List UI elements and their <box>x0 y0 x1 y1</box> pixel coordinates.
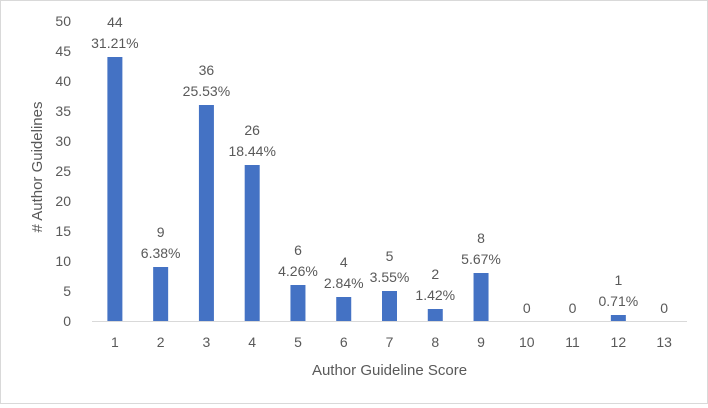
data-label-percent: 18.44% <box>228 143 275 159</box>
data-label-percent: 4.26% <box>278 263 318 279</box>
bar <box>153 267 169 321</box>
y-tick-label: 50 <box>55 13 71 29</box>
data-label-count: 6 <box>294 242 302 258</box>
y-tick-label: 30 <box>55 133 71 149</box>
x-tick-label: 11 <box>565 334 580 350</box>
y-tick-label: 35 <box>55 103 71 119</box>
data-label-count: 0 <box>660 300 668 316</box>
data-label-count: 0 <box>523 300 531 316</box>
data-label-percent: 2.84% <box>324 275 364 291</box>
x-tick-label: 12 <box>611 334 627 350</box>
data-label-count: 26 <box>244 122 260 138</box>
y-axis-title: # Author Guidelines <box>29 102 46 233</box>
bar <box>290 285 306 321</box>
x-axis-ticks: 1 2 3 4 5 6 7 8 9 10 11 12 13 <box>111 334 672 350</box>
data-label-count: 9 <box>157 224 165 240</box>
y-tick-label: 45 <box>55 43 71 59</box>
x-tick-label: 9 <box>477 334 485 350</box>
data-label-percent: 31.21% <box>91 35 138 51</box>
x-tick-label: 6 <box>340 334 348 350</box>
bar <box>427 309 443 321</box>
bar <box>244 165 260 321</box>
data-label-count: 8 <box>477 230 485 246</box>
bar <box>382 291 397 321</box>
data-label-count: 0 <box>569 300 577 316</box>
bar <box>610 315 626 321</box>
x-tick-label: 7 <box>386 334 394 350</box>
data-label-count: 36 <box>199 62 215 78</box>
y-axis-ticks: 0 5 10 15 20 25 30 35 40 45 50 <box>55 13 71 329</box>
data-label-percent: 3.55% <box>370 269 410 285</box>
y-tick-label: 10 <box>55 253 71 269</box>
data-labels: 44 31.21% 9 6.38% 36 25.53% 26 18.44% 6 4.26% 4 2.8… <box>91 14 668 316</box>
data-label-percent: 6.38% <box>141 245 181 261</box>
data-label-count: 2 <box>431 266 439 282</box>
y-tick-label: 40 <box>55 73 71 89</box>
x-tick-label: 10 <box>519 334 535 350</box>
bar <box>198 105 214 321</box>
y-tick-label: 20 <box>55 193 71 209</box>
data-label-count: 5 <box>386 248 394 264</box>
x-tick-label: 4 <box>248 334 256 350</box>
data-label-percent: 1.42% <box>415 287 455 303</box>
bars <box>107 57 626 321</box>
y-tick-label: 5 <box>63 283 71 299</box>
x-tick-label: 3 <box>203 334 211 350</box>
data-label-percent: 0.71% <box>598 293 638 309</box>
x-axis-title: Author Guideline Score <box>312 362 467 379</box>
data-label-count: 1 <box>614 272 622 288</box>
y-tick-label: 25 <box>55 163 71 179</box>
data-label-percent: 25.53% <box>183 83 230 99</box>
bar <box>107 57 123 321</box>
bar <box>473 273 489 321</box>
x-tick-label: 8 <box>431 334 439 350</box>
bar <box>336 297 352 321</box>
x-tick-label: 5 <box>294 334 302 350</box>
x-tick-label: 2 <box>157 334 165 350</box>
y-tick-label: 0 <box>63 313 71 329</box>
y-tick-label: 15 <box>55 223 71 239</box>
x-tick-label: 1 <box>111 334 119 350</box>
x-tick-label: 13 <box>656 334 672 350</box>
data-label-percent: 5.67% <box>461 251 501 267</box>
data-label-count: 4 <box>340 254 348 270</box>
data-label-count: 44 <box>107 14 123 30</box>
